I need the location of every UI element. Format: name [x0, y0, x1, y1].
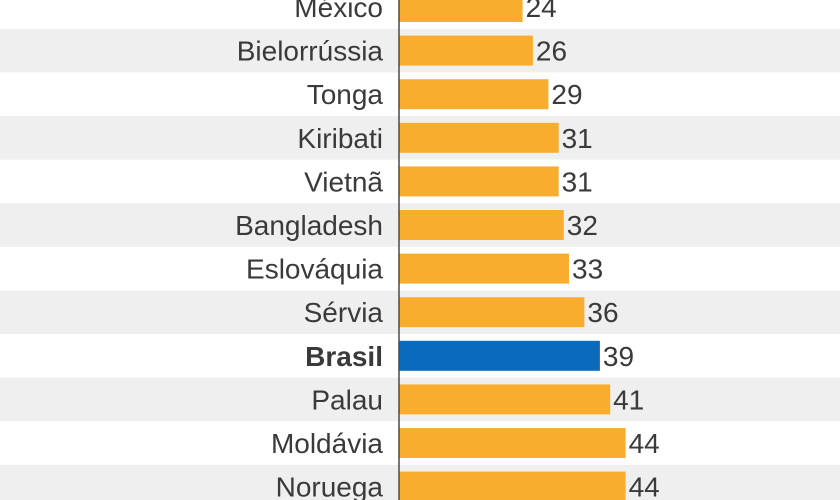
category-label-mexico: México [294, 0, 383, 23]
bar-tonga [399, 79, 549, 110]
value-label-tonga: 29 [551, 79, 582, 110]
category-label-eslovaquia: Eslováquia [246, 254, 383, 285]
bar-mexico [399, 0, 523, 22]
value-label-brasil: 39 [603, 341, 634, 372]
value-label-noruega: 44 [629, 472, 660, 500]
bar-vietna [399, 166, 559, 197]
bar-bielorrussia [399, 35, 533, 66]
value-label-vietna: 31 [562, 166, 593, 197]
value-label-kiribati: 31 [562, 123, 593, 154]
category-label-brasil: Brasil [305, 341, 383, 372]
value-label-servia: 36 [587, 297, 618, 328]
value-labels: 24 26 29 31 31 32 33 36 39 41 44 44 [526, 0, 660, 500]
category-label-bielorrussia: Bielorrússia [237, 36, 384, 67]
category-label-servia: Sérvia [304, 297, 384, 328]
category-label-noruega: Noruega [276, 472, 384, 500]
bar-palau [399, 384, 611, 415]
category-labels: México Bielorrússia Tonga Kiribati Vietnã Ban… [235, 0, 383, 500]
bar-noruega [399, 471, 626, 500]
category-label-moldavia: Moldávia [271, 428, 383, 459]
category-label-tonga: Tonga [307, 79, 384, 110]
bar-eslovaquia [399, 253, 569, 284]
value-label-palau: 41 [613, 384, 644, 415]
value-label-bangladesh: 32 [567, 210, 598, 241]
category-label-kiribati: Kiribati [297, 123, 383, 154]
bar-moldavia [399, 428, 626, 458]
value-label-eslovaquia: 33 [572, 254, 603, 285]
value-label-moldavia: 44 [629, 428, 660, 459]
bar-bangladesh [399, 210, 564, 240]
value-label-mexico: 24 [526, 0, 557, 23]
category-label-palau: Palau [311, 384, 383, 415]
bar-servia [399, 297, 585, 328]
bars [399, 0, 626, 500]
value-label-bielorrussia: 26 [536, 36, 567, 67]
category-label-vietna: Vietnã [304, 166, 383, 197]
bar-kiribati [399, 122, 559, 153]
bar-brasil [399, 340, 600, 371]
category-label-bangladesh: Bangladesh [235, 210, 383, 241]
